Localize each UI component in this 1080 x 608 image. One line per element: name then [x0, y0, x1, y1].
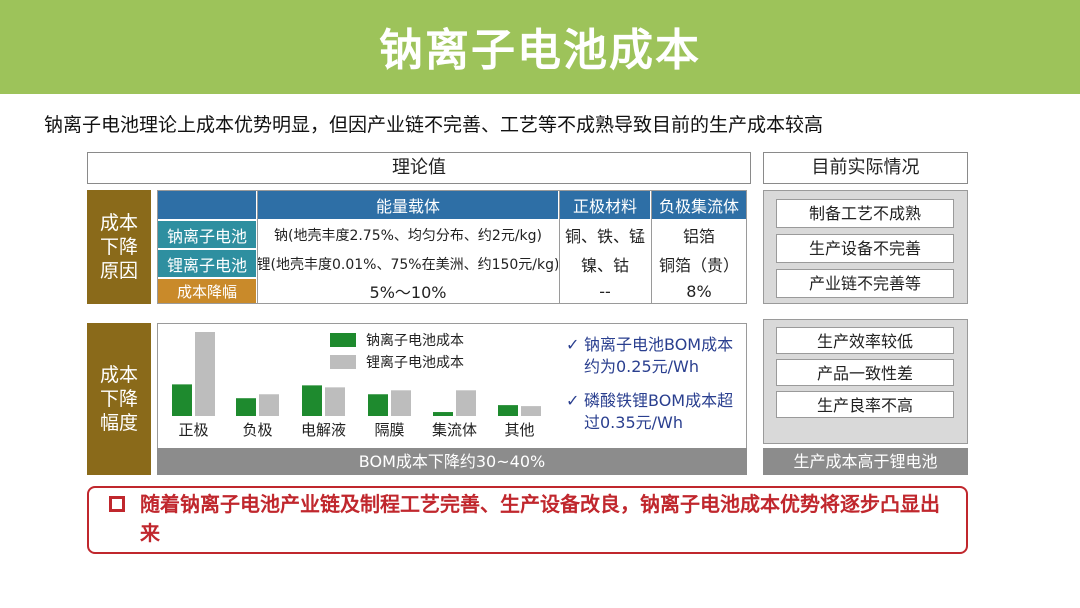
- table-cell: 5%～10%: [258, 279, 558, 303]
- actual-header: 目前实际情况: [763, 152, 968, 184]
- legend-swatch-lithium: [330, 355, 356, 369]
- table-divider: [559, 191, 560, 303]
- theory-header: 理论值: [87, 152, 751, 184]
- side-label-reasons: 成本 下降 原因: [87, 190, 151, 304]
- table-row-label-lithium: 锂离子电池: [158, 250, 256, 277]
- table-header-collector: 负极集流体: [652, 191, 746, 219]
- table-corner: [158, 191, 256, 219]
- category-label: 正极: [178, 421, 208, 439]
- page-subtitle: 钠离子电池理论上成本优势明显，但因产业链不完善、工艺等不成熟导致目前的生产成本较…: [44, 114, 824, 136]
- bar-lithium-4: [456, 390, 476, 416]
- table-cell: 8%: [652, 279, 746, 303]
- bar-lithium-0: [195, 332, 215, 416]
- category-label: 集流体: [432, 421, 477, 439]
- chart-svg: 正极 负极 电解液 隔膜 集流体 其他: [172, 332, 541, 439]
- category-label: 电解液: [301, 421, 346, 439]
- side-label-magnitude: 成本 下降 幅度: [87, 323, 151, 475]
- table-cell: 镍、钴: [560, 250, 650, 277]
- square-bullet-icon: [109, 496, 125, 512]
- reason-box: 制备工艺不成熟: [776, 199, 954, 228]
- bar-sodium-0: [172, 384, 192, 416]
- conclusion-text: 随着钠离子电池产业链及制程工艺完善、生产设备改良，钠离子电池成本优势将逐步凸显出…: [140, 492, 940, 545]
- table-cell: 钠(地壳丰度2.75%、均匀分布、约2元/kg): [258, 221, 558, 248]
- bar-sodium-3: [368, 394, 388, 416]
- legend-label-sodium: 钠离子电池成本: [366, 333, 464, 349]
- table-header-cathode: 正极材料: [560, 191, 650, 219]
- check-icon: ✓: [566, 391, 580, 410]
- conclusion-box: [87, 486, 968, 554]
- table-header-energy: 能量载体: [258, 191, 558, 219]
- effect-box: 生产效率较低: [776, 327, 954, 354]
- bom-summary-bar: BOM成本下降约30~40%: [157, 448, 747, 475]
- category-label: 其他: [504, 421, 534, 439]
- bar-lithium-3: [391, 390, 411, 416]
- note-sodium-bom: 钠离子电池BOM成本约为0.25元/Wh: [584, 335, 734, 376]
- reason-box: 产业链不完善等: [776, 269, 954, 298]
- bar-sodium-1: [236, 398, 256, 416]
- category-label: 隔膜: [374, 421, 404, 439]
- bar-lithium-1: [259, 394, 279, 416]
- table-row-label-sodium: 钠离子电池: [158, 221, 256, 248]
- bar-sodium-4: [433, 412, 453, 416]
- table-cell: 锂(地壳丰度0.01%、75%在美洲、约150元/kg): [258, 250, 558, 277]
- check-icon: ✓: [566, 335, 580, 354]
- table-cell: 铜箔（贵）: [652, 250, 746, 277]
- effect-box: 产品一致性差: [776, 359, 954, 386]
- bar-sodium-5: [498, 405, 518, 416]
- table-divider: [257, 191, 258, 303]
- page-title: 钠离子电池成本: [379, 25, 701, 76]
- title-banner: [0, 0, 1080, 94]
- legend-label-lithium: 锂离子电池成本: [366, 355, 464, 371]
- category-label: 负极: [242, 421, 272, 439]
- table-cell: 铝箔: [652, 221, 746, 248]
- table-row-label-decrease: 成本降幅: [158, 279, 256, 303]
- right-summary-bar: 生产成本高于锂电池: [763, 448, 968, 475]
- table-cell: --: [560, 279, 650, 303]
- bar-sodium-2: [302, 385, 322, 416]
- effect-box: 生产良率不高: [776, 391, 954, 418]
- table-divider: [651, 191, 652, 303]
- legend-swatch-sodium: [330, 333, 356, 347]
- bar-lithium-2: [325, 387, 345, 416]
- reason-box: 生产设备不完善: [776, 234, 954, 263]
- bar-lithium-5: [521, 406, 541, 416]
- note-lfp-bom: 磷酸铁锂BOM成本超过0.35元/Wh: [584, 391, 734, 432]
- table-cell: 铜、铁、锰: [560, 221, 650, 248]
